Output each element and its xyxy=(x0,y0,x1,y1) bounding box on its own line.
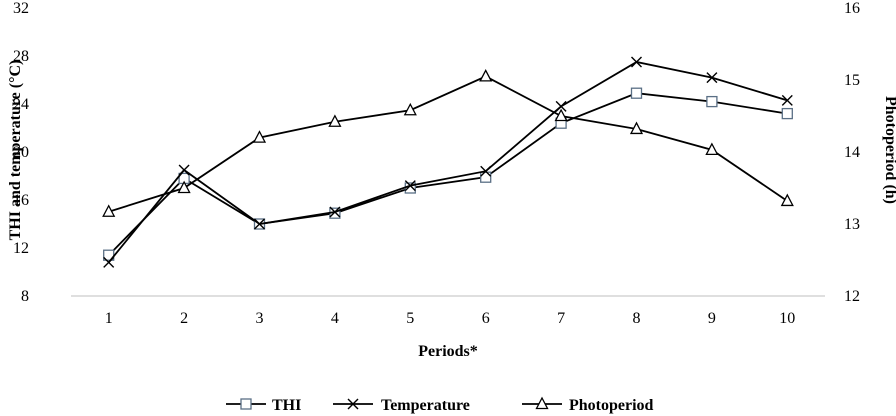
y-tick-label: 32 xyxy=(13,0,29,17)
legend-label: Photoperiod xyxy=(569,397,654,414)
legend-item-photoperiod: Photoperiod xyxy=(522,396,654,414)
legend-marker xyxy=(240,398,252,410)
x-tick-label: 7 xyxy=(557,310,565,327)
x-tick-label: 5 xyxy=(406,310,414,327)
data-point xyxy=(103,256,115,268)
series-line xyxy=(108,61,788,263)
legend-marker xyxy=(347,398,359,410)
data-point xyxy=(403,102,417,116)
legend-label: Temperature xyxy=(381,397,470,414)
data-point xyxy=(178,164,190,176)
marker-stroke xyxy=(404,180,416,192)
y2-tick-label: 13 xyxy=(844,216,860,233)
marker-stroke xyxy=(706,72,718,84)
x-tick-label: 9 xyxy=(708,310,716,327)
y2-tick-label: 16 xyxy=(844,0,860,17)
x-tick-label: 1 xyxy=(105,310,113,327)
y2-tick-label: 15 xyxy=(844,72,860,89)
data-point xyxy=(252,130,267,143)
x-tick-label: 2 xyxy=(180,310,188,327)
x-tick-label: 4 xyxy=(331,310,339,327)
data-point xyxy=(781,94,793,106)
data-point xyxy=(480,165,492,177)
series-thi xyxy=(103,87,793,261)
y-tick-label: 28 xyxy=(13,48,29,65)
y2-axis-title: Photoperiod (h) xyxy=(882,96,896,204)
data-point xyxy=(479,68,493,82)
data-point xyxy=(629,121,644,135)
legend-item-temperature: Temperature xyxy=(333,397,470,414)
marker-stroke xyxy=(781,94,793,106)
y-tick-label: 8 xyxy=(21,288,29,305)
y2-tick-label: 14 xyxy=(844,144,860,161)
marker-stroke xyxy=(329,206,341,218)
legend-label: THI xyxy=(272,397,301,414)
series-temperature xyxy=(103,56,793,268)
data-point xyxy=(480,171,492,183)
data-point xyxy=(328,114,342,127)
x-tick-label: 8 xyxy=(633,310,641,327)
data-point xyxy=(705,142,719,155)
marker-stroke xyxy=(555,100,567,112)
data-point xyxy=(404,180,416,192)
y-tick-label: 20 xyxy=(13,144,29,161)
data-point xyxy=(254,218,265,230)
x-axis-title: Periods* xyxy=(418,343,478,360)
data-point xyxy=(554,108,568,122)
x-tick-label: 3 xyxy=(256,310,264,327)
marker-stroke xyxy=(103,256,115,268)
data-point xyxy=(177,180,191,194)
series-line xyxy=(108,92,788,256)
data-point xyxy=(102,204,116,217)
y-tick-label: 16 xyxy=(13,192,29,209)
legend: THI Temperature Photoperiod xyxy=(226,396,654,414)
y-tick-label: 24 xyxy=(13,96,29,113)
x-tick-label: 6 xyxy=(482,310,490,327)
data-point xyxy=(706,72,718,84)
data-point xyxy=(329,206,341,218)
data-point xyxy=(555,100,567,112)
data-point xyxy=(630,87,643,99)
y2-tick-label: 12 xyxy=(844,288,860,305)
x-tick-label: 10 xyxy=(779,310,795,327)
data-point xyxy=(781,107,793,120)
marker-stroke xyxy=(178,164,190,176)
marker-stroke xyxy=(631,56,642,68)
marker-stroke xyxy=(254,218,265,230)
series-photoperiod xyxy=(102,68,794,217)
legend-marker xyxy=(535,396,549,410)
series-layer xyxy=(102,56,794,268)
marker-stroke xyxy=(480,165,492,177)
data-point xyxy=(631,56,642,68)
legend-item-thi: THI xyxy=(226,397,301,414)
data-point xyxy=(706,95,718,108)
data-point xyxy=(780,193,794,207)
marker-stroke xyxy=(347,398,359,410)
y-axis-title: THI and temperature (°C) xyxy=(7,60,24,241)
y-tick-label: 12 xyxy=(13,240,29,257)
series-line xyxy=(108,75,788,213)
